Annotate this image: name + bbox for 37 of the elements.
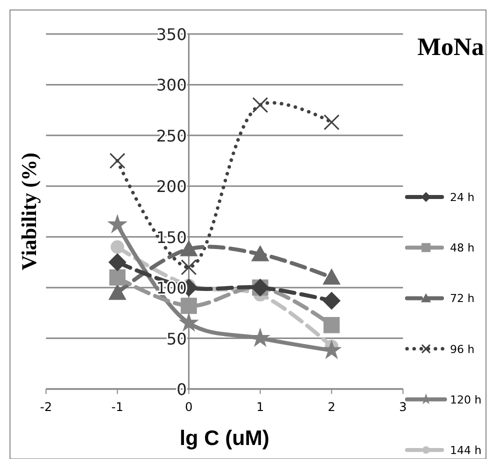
point bbox=[322, 268, 341, 285]
x-tick-label: -1 bbox=[111, 400, 124, 414]
x-tick-label: -2 bbox=[40, 400, 52, 414]
point bbox=[322, 292, 341, 310]
legend-label: 72 h bbox=[450, 292, 474, 306]
y-tick-label: 350 bbox=[156, 25, 187, 44]
point bbox=[251, 245, 270, 262]
y-tick-label: 150 bbox=[156, 228, 187, 247]
legend-label: 96 h bbox=[450, 342, 474, 356]
point bbox=[108, 253, 126, 272]
x-tick-label: 3 bbox=[399, 400, 407, 414]
y-axis-title: Viability (%) bbox=[17, 152, 41, 270]
x-tick-label: 1 bbox=[256, 400, 264, 414]
chart-title: MoNa bbox=[417, 34, 484, 61]
point bbox=[178, 312, 200, 332]
y-tick-label: 0 bbox=[176, 380, 187, 399]
legend-label: 48 h bbox=[450, 242, 474, 255]
y-tick-label: 250 bbox=[156, 126, 187, 146]
legend-label: 120 h bbox=[450, 393, 482, 406]
legend-label: 24 h bbox=[450, 191, 474, 204]
point bbox=[324, 317, 340, 334]
x-tick-label: 2 bbox=[328, 400, 336, 414]
legend-label: 144 h bbox=[450, 444, 482, 457]
x-axis-title: lg C (uM) bbox=[180, 427, 270, 450]
point bbox=[109, 152, 126, 169]
y-tick-label: 50 bbox=[166, 329, 187, 348]
y-tick-label: 200 bbox=[156, 177, 187, 196]
point bbox=[324, 114, 340, 130]
point bbox=[252, 97, 268, 113]
point bbox=[321, 340, 342, 360]
point bbox=[180, 298, 197, 314]
point bbox=[107, 214, 128, 234]
y-tick-label: 300 bbox=[156, 76, 187, 95]
point bbox=[110, 240, 124, 254]
point bbox=[180, 259, 197, 276]
point bbox=[109, 269, 126, 286]
point bbox=[108, 284, 126, 300]
